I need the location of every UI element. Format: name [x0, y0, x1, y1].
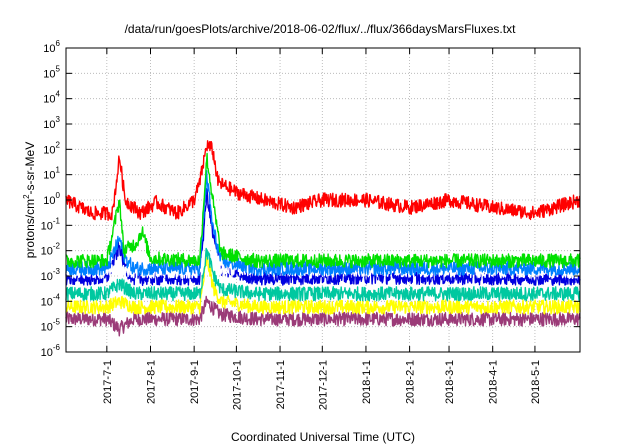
- x-tick-label: 2018-1-1: [361, 360, 373, 404]
- x-tick-label: 2017-11-1: [275, 360, 287, 409]
- y-tick-label: 101: [43, 166, 60, 182]
- y-tick-label: 10-4: [41, 292, 61, 308]
- x-axis-label: Coordinated Universal Time (UTC): [231, 430, 415, 444]
- y-tick-label: 10-2: [41, 242, 61, 258]
- tick-layer: 10-6 10-5 10-4 10-3 10-2 10-1 100 101 102 103 104 1…: [41, 39, 580, 410]
- y-tick-label: 10-6: [41, 343, 61, 359]
- series-line: [65, 140, 581, 221]
- y-tick-label: 10-3: [41, 267, 61, 283]
- x-tick-label: 2017-10-1: [231, 360, 243, 410]
- y-tick-label: 102: [43, 140, 60, 156]
- y-tick-label: 106: [43, 39, 60, 55]
- y-tick-label: 103: [43, 115, 60, 131]
- series-layer: [65, 140, 581, 337]
- series-line: [65, 170, 581, 276]
- x-tick-label: 2017-9-1: [189, 360, 201, 404]
- series-line: [65, 295, 581, 337]
- y-tick-label: 100: [43, 191, 60, 207]
- series-line: [65, 188, 581, 286]
- x-tick-label: 2018-4-1: [488, 360, 500, 404]
- y-axis-label: protons/cm2-s-sr-MeV: [22, 142, 37, 258]
- chart-title: /data/run/goesPlots/archive/2018-06-02/f…: [125, 22, 517, 36]
- series-line: [65, 247, 581, 302]
- y-tick-label: 10-5: [41, 318, 61, 334]
- y-tick-label: 104: [43, 90, 60, 106]
- y-tick-label: 10-1: [41, 216, 61, 232]
- y-tick-label: 105: [43, 64, 60, 80]
- series-line: [65, 152, 581, 269]
- x-tick-label: 2017-8-1: [145, 360, 157, 404]
- x-tick-label: 2018-2-1: [405, 360, 417, 404]
- series-line: [65, 254, 581, 315]
- x-tick-label: 2017-12-1: [317, 360, 329, 410]
- x-tick-label: 2018-3-1: [444, 360, 456, 404]
- x-tick-label: 2018-5-1: [530, 360, 542, 404]
- x-tick-label: 2017-7-1: [102, 360, 114, 404]
